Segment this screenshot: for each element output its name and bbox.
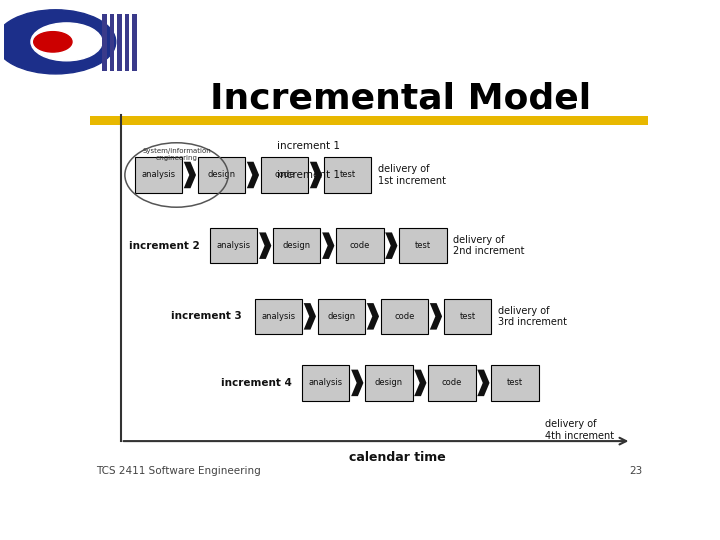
Text: Incremental Model: Incremental Model	[210, 81, 591, 115]
Text: increment 1: increment 1	[277, 170, 340, 180]
Bar	[132, 14, 137, 71]
Text: 23: 23	[629, 467, 642, 476]
Text: analysis: analysis	[217, 241, 251, 250]
Text: delivery of
2nd increment: delivery of 2nd increment	[454, 235, 525, 256]
FancyBboxPatch shape	[399, 228, 446, 264]
Text: test: test	[459, 312, 475, 321]
Polygon shape	[366, 303, 379, 329]
Circle shape	[34, 32, 72, 52]
FancyBboxPatch shape	[135, 157, 182, 193]
Polygon shape	[477, 370, 490, 396]
Text: increment 1: increment 1	[277, 141, 340, 151]
Polygon shape	[414, 370, 426, 396]
Polygon shape	[304, 303, 316, 329]
Text: code: code	[350, 241, 370, 250]
Text: increment 3: increment 3	[171, 312, 242, 321]
FancyBboxPatch shape	[198, 157, 245, 193]
Text: TCS 2411 Software Engineering: TCS 2411 Software Engineering	[96, 467, 261, 476]
FancyBboxPatch shape	[255, 299, 302, 334]
FancyBboxPatch shape	[336, 228, 384, 264]
FancyBboxPatch shape	[273, 228, 320, 264]
Polygon shape	[184, 162, 196, 188]
Text: test: test	[339, 171, 356, 179]
FancyBboxPatch shape	[381, 299, 428, 334]
Polygon shape	[322, 232, 334, 259]
Text: code: code	[274, 171, 294, 179]
Bar	[125, 14, 130, 71]
Text: delivery of
3rd increment: delivery of 3rd increment	[498, 306, 567, 327]
Text: analysis: analysis	[261, 312, 295, 321]
FancyBboxPatch shape	[491, 365, 539, 401]
FancyBboxPatch shape	[302, 365, 349, 401]
FancyBboxPatch shape	[428, 365, 476, 401]
FancyBboxPatch shape	[90, 116, 648, 125]
Polygon shape	[310, 162, 322, 188]
Polygon shape	[351, 370, 364, 396]
Text: increment 2: increment 2	[129, 241, 200, 251]
Text: increment 4: increment 4	[221, 378, 292, 388]
Text: analysis: analysis	[309, 379, 343, 387]
Text: test: test	[415, 241, 431, 250]
Bar	[109, 14, 114, 71]
Text: test: test	[507, 379, 523, 387]
Text: analysis: analysis	[141, 171, 176, 179]
Circle shape	[0, 10, 116, 74]
FancyBboxPatch shape	[318, 299, 365, 334]
Text: code: code	[441, 379, 462, 387]
Text: System/information
engineering: System/information engineering	[142, 148, 211, 161]
Polygon shape	[259, 232, 271, 259]
Text: calendar time: calendar time	[348, 451, 445, 464]
Bar	[117, 14, 122, 71]
Bar	[102, 14, 107, 71]
Text: design: design	[374, 379, 403, 387]
Text: design: design	[328, 312, 356, 321]
Circle shape	[31, 23, 102, 61]
Text: design: design	[207, 171, 235, 179]
Text: code: code	[395, 312, 415, 321]
Polygon shape	[430, 303, 442, 329]
FancyBboxPatch shape	[261, 157, 308, 193]
FancyBboxPatch shape	[444, 299, 491, 334]
Text: delivery of
1st increment: delivery of 1st increment	[378, 164, 446, 186]
Text: design: design	[283, 241, 311, 250]
FancyBboxPatch shape	[324, 157, 372, 193]
FancyBboxPatch shape	[365, 365, 413, 401]
Polygon shape	[247, 162, 259, 188]
Text: delivery of
4th increment: delivery of 4th increment	[545, 419, 614, 441]
FancyBboxPatch shape	[210, 228, 258, 264]
Polygon shape	[385, 232, 397, 259]
